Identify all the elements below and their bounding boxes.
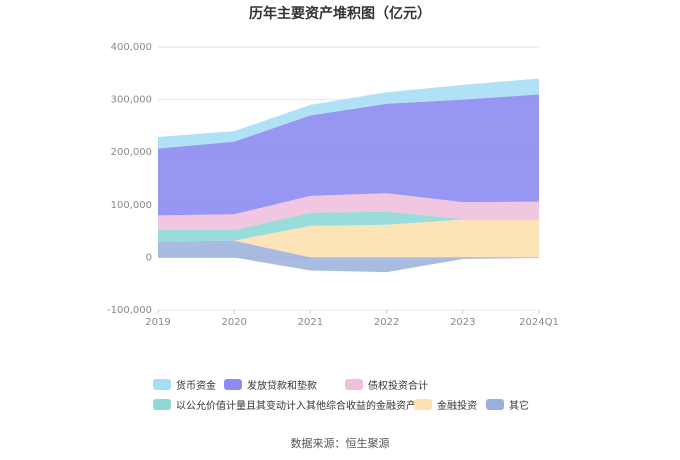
area-debt-investment (158, 193, 539, 231)
area-other (158, 240, 539, 258)
legend-swatch (486, 399, 504, 410)
legend-other[interactable]: 其它 (486, 399, 529, 412)
legend-debt-investment[interactable]: 债权投资合计 (345, 379, 428, 392)
legend-label: 以公允价值计量且其变动计入其他综合收益的金融资产 (176, 399, 416, 412)
legend-label: 金融投资 (437, 399, 477, 412)
x-axis-ticks: 2019 2020 2021 2022 2023 2024Q1 (145, 310, 559, 328)
legend-label: 其它 (509, 399, 529, 412)
x-tick-label: 2024Q1 (519, 317, 559, 328)
y-tick-label: 200,000 (111, 147, 152, 158)
x-tick-label: 2019 (145, 317, 170, 328)
legend-swatch (224, 379, 242, 390)
y-tick-label: 400,000 (111, 42, 152, 53)
area-other-negative (158, 257, 539, 273)
x-tick-label: 2021 (298, 317, 323, 328)
legend-loans[interactable]: 发放贷款和垫款 (224, 379, 317, 392)
y-axis-ticks: 400,000 300,000 200,000 100,000 0 -100,000 (107, 42, 152, 316)
y-tick-label: 100,000 (111, 200, 152, 211)
area-financial-investment (158, 219, 539, 258)
chart-title: 历年主要资产堆积图（亿元） (249, 5, 431, 22)
legend-financial-investment[interactable]: 金融投资 (414, 399, 477, 412)
legend-swatch (414, 399, 432, 410)
legend-label: 发放贷款和垫款 (247, 379, 317, 392)
area-series-group (158, 78, 539, 273)
legend-swatch (153, 399, 171, 410)
legend-label: 债权投资合计 (368, 379, 428, 392)
legend-swatch (345, 379, 363, 390)
area-fvoci-assets (158, 211, 539, 242)
x-tick-label: 2020 (221, 317, 246, 328)
legend-fvoci-assets[interactable]: 以公允价值计量且其变动计入其他综合收益的金融资产 (153, 399, 416, 412)
legend-label: 货币资金 (176, 379, 216, 392)
legend-swatch (153, 379, 171, 390)
area-cash (158, 78, 539, 149)
y-tick-label: 300,000 (111, 95, 152, 106)
x-tick-label: 2023 (450, 317, 475, 328)
data-source-note: 数据来源：恒生聚源 (291, 436, 390, 450)
x-tick-label: 2022 (374, 317, 399, 328)
y-tick-label: -100,000 (107, 305, 152, 316)
legend-cash[interactable]: 货币资金 (153, 379, 216, 392)
area-loans (158, 94, 539, 216)
y-tick-label: 0 (146, 252, 152, 263)
legend: 货币资金 发放贷款和垫款 债权投资合计以公允价值计量且其变动计入其他综合收益的金融资… (153, 379, 529, 412)
